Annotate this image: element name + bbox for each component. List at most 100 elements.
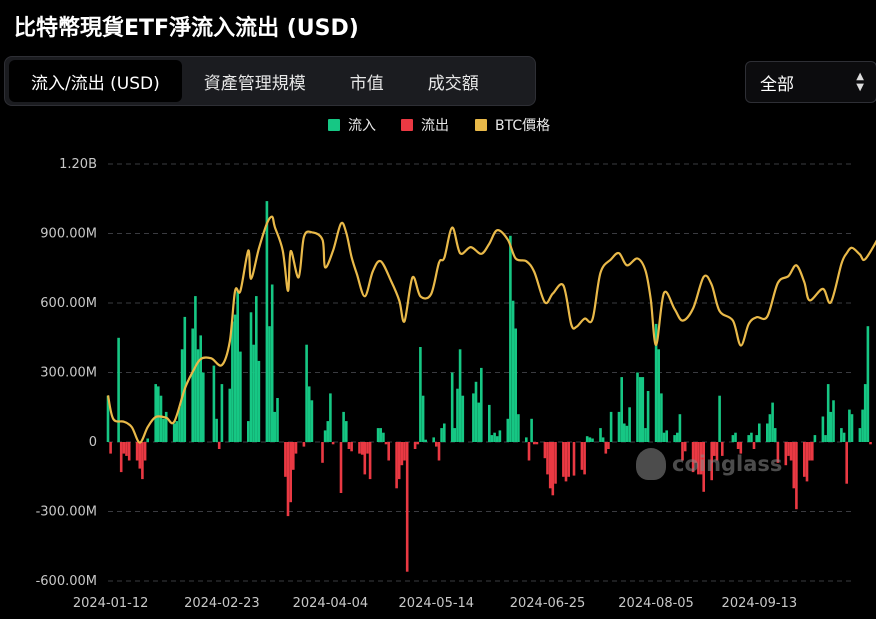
y-tick-label: 900.00M	[40, 227, 97, 242]
outflow-bar	[400, 442, 404, 466]
outflow-bar	[604, 442, 608, 454]
outflow-bar	[710, 442, 713, 481]
outflow-bar	[143, 442, 147, 461]
outflow-bar	[551, 442, 555, 496]
coinglass-logo-icon	[636, 448, 666, 480]
outflow-bar	[395, 442, 398, 489]
outflow-bar	[125, 442, 128, 456]
outflow-bar	[533, 442, 536, 445]
inflow-bar	[506, 418, 510, 442]
x-tick-label: 2024-05-14	[399, 596, 475, 611]
inflow-bar	[673, 435, 676, 443]
outflow-bar	[387, 442, 390, 461]
inflow-bar	[172, 423, 176, 442]
inflow-bar	[382, 432, 385, 442]
tab-aum[interactable]: 資產管理規模	[203, 73, 306, 94]
outflow-bar	[289, 442, 292, 503]
x-tick-label: 2024-06-25	[510, 596, 586, 611]
inflow-bar	[255, 296, 258, 442]
outflow-bar	[869, 442, 872, 445]
y-tick-label: -600.00M	[36, 574, 97, 589]
inflow-bar	[488, 404, 491, 442]
inflow-bar	[832, 400, 835, 442]
inflow-bar	[162, 418, 165, 442]
outflow-bar	[789, 442, 793, 461]
inflow-bar	[421, 395, 425, 442]
inflow-bar	[517, 414, 520, 442]
outflow-bar	[803, 442, 806, 477]
range-select[interactable]: 全部 ▲ ▼	[745, 61, 876, 103]
inflow-bar	[766, 423, 769, 442]
outflow-bar	[405, 442, 409, 572]
y-tick-label: 1.20B	[59, 157, 97, 172]
inflow-bar	[424, 439, 427, 442]
inflow-bar	[329, 393, 332, 442]
outflow-bar	[302, 442, 306, 447]
inflow-bar	[215, 418, 218, 442]
inflow-bar	[654, 323, 658, 442]
inflow-bar	[199, 335, 202, 442]
tab-inflow-outflow[interactable]: 流入/流出 (USD)	[9, 60, 182, 102]
metric-tab-bar: 流入/流出 (USD) 資產管理規模 市值 成交額	[4, 56, 536, 106]
inflow-bar	[183, 316, 187, 442]
inflow-bar	[106, 395, 110, 442]
outflow-bar	[564, 442, 568, 482]
legend-outflow-swatch	[401, 119, 413, 131]
tab-market-cap[interactable]: 市值	[349, 73, 384, 94]
inflow-bar	[326, 421, 330, 442]
inflow-bar	[731, 435, 735, 443]
y-tick-label: 600.00M	[40, 296, 97, 311]
outflow-bar	[358, 442, 361, 454]
inflow-bar	[676, 432, 679, 442]
inflow-bar	[495, 436, 499, 442]
inflow-bar	[493, 432, 496, 442]
outflow-bar	[284, 442, 287, 477]
legend-inflow-label: 流入	[348, 118, 376, 134]
inflow-bar	[159, 395, 163, 442]
inflow-bar	[154, 384, 157, 442]
inflow-bar	[863, 384, 867, 442]
inflow-bar	[305, 344, 308, 442]
outflow-bar	[548, 442, 552, 489]
inflow-bar	[453, 428, 457, 442]
inflow-bar	[662, 432, 666, 442]
inflow-bar	[646, 391, 650, 442]
x-tick-label: 2024-04-04	[293, 596, 369, 611]
inflow-bar	[829, 411, 833, 442]
outflow-bar	[109, 442, 112, 454]
outflow-bar	[122, 442, 126, 454]
inflow-bar	[196, 349, 200, 442]
inflow-bar	[768, 414, 772, 442]
inflow-bar	[734, 432, 737, 442]
outflow-bar	[435, 442, 438, 447]
outflow-bar	[368, 442, 372, 480]
outflow-bar	[805, 442, 809, 482]
outflow-bar	[363, 442, 367, 475]
inflow-bar	[477, 402, 480, 442]
outflow-bar	[127, 442, 131, 461]
inflow-bar	[472, 393, 475, 442]
outflow-bar	[784, 442, 788, 466]
outflow-bar	[694, 442, 698, 463]
inflow-bar	[474, 381, 478, 442]
outflow-bar	[683, 442, 687, 452]
outflow-bar	[360, 442, 364, 455]
outflow-bar	[715, 442, 719, 461]
outflow-bar	[546, 442, 549, 475]
outflow-bar	[138, 442, 142, 469]
outflow-bar	[350, 442, 353, 452]
x-tick-label: 2024-02-23	[184, 596, 260, 611]
inflow-bar	[601, 437, 605, 442]
inflow-bar	[678, 414, 682, 442]
tab-volume[interactable]: 成交額	[427, 73, 479, 94]
y-tick-label: 300.00M	[40, 366, 97, 381]
inflow-bar	[239, 351, 242, 442]
btc-price-line	[106, 215, 876, 444]
outflow-bar	[681, 442, 684, 461]
inflow-bar	[585, 436, 589, 442]
outflow-bar	[437, 442, 441, 461]
inflow-bar	[191, 328, 194, 442]
inflow-bar	[233, 314, 237, 442]
inflow-bar	[511, 300, 515, 442]
outflow-bar	[135, 442, 139, 461]
